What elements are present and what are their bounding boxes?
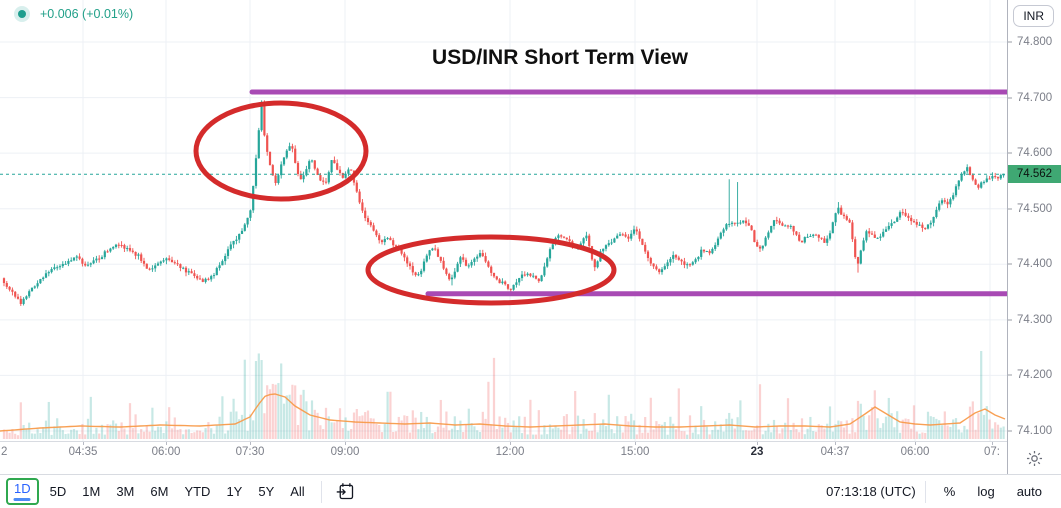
time-axis-label: 07: (984, 446, 1000, 458)
volume-series (2, 351, 1005, 439)
ellipse-annotation-2[interactable] (365, 234, 617, 306)
range-button-3m[interactable]: 3M (116, 484, 135, 499)
ellipse-annotation-1[interactable] (193, 100, 369, 202)
time-tick (992, 441, 993, 445)
time-tick (83, 441, 84, 445)
time-axis-label: 23 (750, 446, 764, 458)
axis-settings-cell[interactable] (1007, 442, 1061, 474)
price-axis-label: 74.300 (1017, 313, 1053, 326)
toolbar-divider (320, 480, 322, 503)
range-button-5d[interactable]: 5D (49, 484, 67, 499)
toolbar-divider (924, 480, 926, 503)
price-tick (1008, 97, 1012, 99)
settings-gear-icon[interactable] (1025, 449, 1044, 468)
candle-series (2, 100, 1005, 306)
time-tick (166, 441, 167, 445)
price-change-text: +0.006 (+0.01%) (40, 7, 134, 21)
axis-divider-line (0, 441, 1061, 442)
time-axis-label: 04:35 (68, 446, 98, 458)
time-tick (250, 441, 251, 445)
price-axis-label: 74.100 (1017, 425, 1053, 437)
price-tick (1008, 374, 1012, 376)
time-tick (635, 441, 636, 445)
price-tick (1008, 430, 1012, 432)
time-tick (915, 441, 916, 445)
price-tick (1008, 152, 1012, 154)
time-axis-label: 07:30 (235, 446, 265, 458)
scale-button-log[interactable]: log (977, 484, 995, 499)
scale-button-auto[interactable]: auto (1016, 484, 1042, 499)
price-axis-label: 74.600 (1017, 147, 1053, 160)
scale-button-percent[interactable]: % (943, 484, 956, 499)
go-to-date-button[interactable] (331, 481, 360, 502)
price-axis-label: 74.200 (1017, 369, 1053, 382)
time-axis-label: 06:00 (900, 446, 930, 458)
chart-pane[interactable]: +0.006 (+0.01%) USD/INR Short Term View … (0, 0, 1007, 474)
bottom-toolbar: 1D 5D 1M 3M 6M YTD 1Y 5Y All 07:13:18 (UTC) % log… (0, 474, 1061, 508)
time-axis-label: 06:00 (151, 446, 181, 458)
chart-title-annotation[interactable]: USD/INR Short Term View (432, 46, 688, 69)
price-axis-label: 74.700 (1017, 91, 1053, 104)
time-tick (510, 441, 511, 445)
price-chart-canvas[interactable] (0, 0, 1007, 474)
range-button-1d[interactable]: 1D (6, 478, 39, 505)
symbol-header: +0.006 (+0.01%) (14, 6, 133, 22)
range-button-6m[interactable]: 6M (150, 484, 169, 499)
price-axis-label: 74.400 (1017, 258, 1053, 271)
range-button-5y[interactable]: 5Y (258, 484, 275, 499)
time-axis-label: 09:00 (330, 446, 360, 458)
price-tick (1008, 41, 1012, 43)
price-axis-label: 74.500 (1017, 202, 1053, 215)
clock-utc[interactable]: 07:13:18 (UTC) (826, 484, 916, 499)
price-tick (1008, 263, 1012, 265)
marker-dot-icon (14, 6, 30, 22)
time-tick (345, 441, 346, 445)
time-tick (757, 441, 758, 445)
range-button-1y[interactable]: 1Y (226, 484, 243, 499)
time-axis-label: 2 (1, 446, 8, 458)
time-tick (835, 441, 836, 445)
volume-ma-line (0, 393, 1006, 432)
time-axis-label: 04:37 (820, 446, 850, 458)
price-axis-label: 74.800 (1017, 36, 1053, 48)
last-price-badge: 74.562 (1008, 165, 1061, 184)
range-button-1m[interactable]: 1M (82, 484, 101, 499)
currency-badge[interactable]: INR (1013, 5, 1054, 27)
time-axis[interactable]: 2 04:35 06:00 07:30 09:00 12:00 15:00 23 04:37 06… (0, 441, 1007, 474)
price-tick (1008, 208, 1012, 210)
time-axis-label: 15:00 (620, 446, 650, 458)
price-axis[interactable]: INR 74.800 74.700 74.600 74.500 74.400 74.300… (1007, 0, 1061, 474)
time-axis-label: 12:00 (495, 446, 525, 458)
price-tick (1008, 319, 1012, 321)
range-button-all[interactable]: All (290, 484, 305, 499)
range-button-ytd[interactable]: YTD (184, 484, 211, 499)
go-to-date-icon (336, 483, 353, 500)
